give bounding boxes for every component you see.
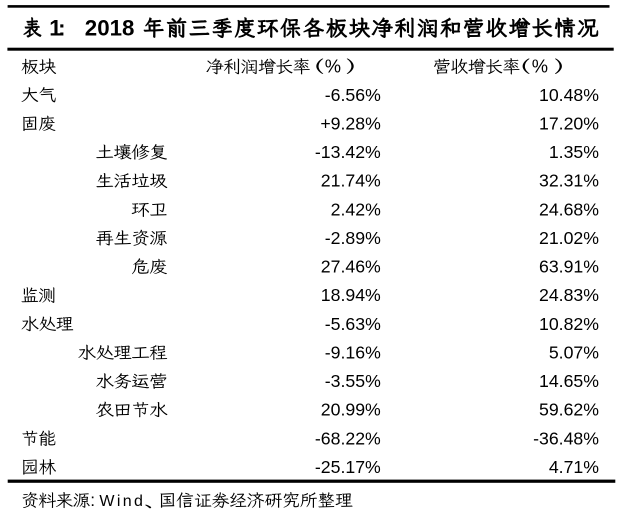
- svg-text::: :: [58, 15, 65, 40]
- svg-text:-68.22%: -68.22%: [315, 428, 381, 448]
- svg-text::: :: [90, 490, 95, 510]
- svg-text:63.91%: 63.91%: [539, 257, 599, 277]
- svg-text:18.94%: 18.94%: [321, 285, 381, 305]
- svg-text:%: %: [532, 56, 548, 77]
- svg-text:2.42%: 2.42%: [331, 199, 381, 219]
- svg-text:+9.28%: +9.28%: [320, 113, 381, 133]
- svg-text:59.62%: 59.62%: [539, 400, 599, 420]
- svg-text:-25.17%: -25.17%: [315, 457, 381, 477]
- svg-text:-36.48%: -36.48%: [533, 428, 599, 448]
- svg-text:5.07%: 5.07%: [549, 342, 599, 362]
- svg-text:-13.42%: -13.42%: [315, 142, 381, 162]
- svg-text:1: 1: [49, 15, 61, 40]
- svg-text:21.02%: 21.02%: [539, 228, 599, 248]
- svg-text:4.71%: 4.71%: [549, 457, 599, 477]
- svg-text:-9.16%: -9.16%: [325, 342, 381, 362]
- svg-text:2018: 2018: [85, 15, 135, 40]
- svg-text:1.35%: 1.35%: [549, 142, 599, 162]
- svg-text:20.99%: 20.99%: [321, 400, 381, 420]
- svg-text:24.68%: 24.68%: [539, 199, 599, 219]
- svg-text:-6.56%: -6.56%: [325, 85, 381, 105]
- svg-text:10.82%: 10.82%: [539, 314, 599, 334]
- svg-text:14.65%: 14.65%: [539, 371, 599, 391]
- svg-text:-5.63%: -5.63%: [325, 314, 381, 334]
- svg-text:-2.89%: -2.89%: [325, 228, 381, 248]
- svg-text:10.48%: 10.48%: [539, 85, 599, 105]
- svg-text:-3.55%: -3.55%: [325, 371, 381, 391]
- svg-text:32.31%: 32.31%: [539, 171, 599, 191]
- svg-text:Wind: Wind: [99, 493, 145, 510]
- svg-text:24.83%: 24.83%: [539, 285, 599, 305]
- svg-text:%: %: [325, 56, 341, 77]
- svg-text:27.46%: 27.46%: [321, 257, 381, 277]
- svg-text:21.74%: 21.74%: [321, 171, 381, 191]
- svg-text:17.20%: 17.20%: [539, 113, 599, 133]
